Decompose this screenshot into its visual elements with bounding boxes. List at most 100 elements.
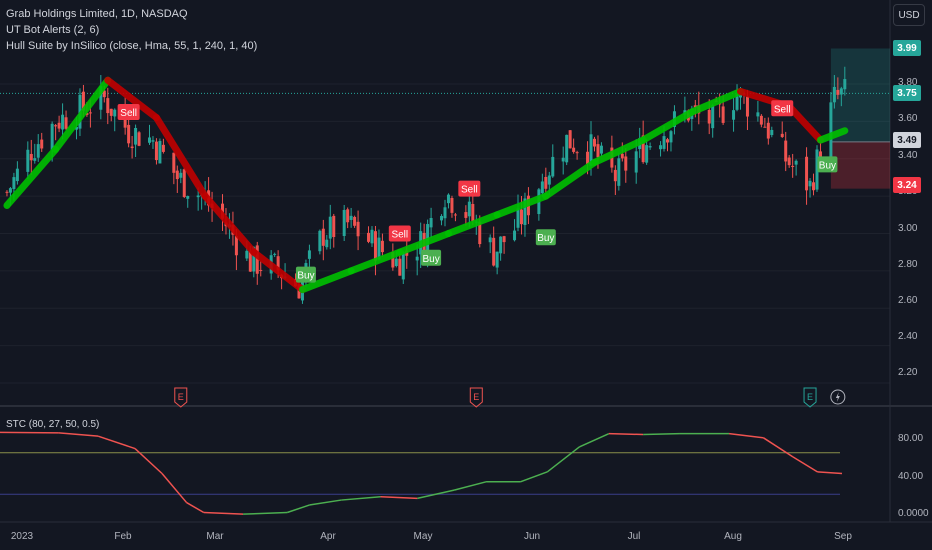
hull-segment	[152, 114, 209, 200]
candle-body	[109, 108, 113, 116]
ut-bot-legend[interactable]: UT Bot Alerts (2, 6)	[6, 24, 100, 36]
candle	[109, 108, 113, 122]
currency-button[interactable]: USD	[893, 4, 925, 26]
candle-body	[756, 112, 760, 117]
time-label: Apr	[320, 531, 336, 542]
candle-body	[26, 149, 30, 172]
candle	[154, 138, 158, 165]
candle-body	[453, 214, 457, 216]
candle-body	[780, 133, 784, 137]
earnings-icon: E	[469, 387, 483, 408]
stc-segment	[341, 495, 381, 501]
candle	[64, 110, 68, 131]
candle-body	[325, 239, 329, 248]
candle-body	[592, 138, 596, 147]
candle-body	[519, 209, 523, 225]
candle	[367, 226, 371, 244]
candle-body	[380, 240, 384, 253]
signal-label: Sell	[774, 104, 791, 115]
candle-body	[645, 145, 649, 163]
stc-segment	[58, 432, 99, 437]
hull-segment	[639, 108, 696, 144]
signal-label: Buy	[297, 271, 314, 282]
candle-body	[770, 129, 774, 136]
signal-label: Buy	[819, 160, 836, 171]
candle-body	[186, 195, 190, 199]
hull-segment	[688, 87, 745, 116]
stc-legend[interactable]: STC (80, 27, 50, 0.5)	[6, 419, 100, 430]
earnings-icon: E	[174, 387, 188, 408]
candle-body	[429, 218, 433, 228]
candle-body	[589, 134, 593, 166]
candle	[356, 210, 360, 251]
stc-segment	[203, 511, 244, 515]
candle-body	[540, 181, 544, 194]
candle	[33, 143, 37, 164]
signal-badge	[458, 180, 481, 197]
candle-body	[321, 228, 325, 246]
candle	[575, 150, 579, 160]
candle	[346, 207, 350, 229]
stc-segment	[417, 489, 455, 500]
time-label: Feb	[114, 531, 132, 542]
candle-body	[551, 156, 555, 177]
candle-body	[356, 221, 360, 237]
candle-body	[81, 91, 85, 111]
hull-segment	[590, 136, 647, 166]
candle	[624, 148, 628, 183]
candle-body	[33, 158, 37, 161]
candle-body	[502, 236, 506, 243]
candle	[5, 190, 9, 197]
candle-body	[516, 208, 520, 228]
candle	[645, 139, 649, 165]
candle-body	[572, 147, 576, 152]
time-label: 2023	[10, 531, 34, 542]
candle-body	[158, 140, 162, 164]
candle-body	[464, 212, 468, 218]
candle-body	[134, 127, 138, 145]
candle	[787, 155, 791, 168]
hull-segment	[52, 76, 112, 153]
candle-body	[151, 140, 155, 142]
price-tick: 2.60	[898, 295, 918, 306]
candle	[513, 219, 517, 242]
candle	[130, 135, 134, 159]
symbol-legend[interactable]: Grab Holdings Limited, 1D, NASDAQ	[6, 8, 188, 20]
hull-segment	[104, 76, 160, 122]
price-tick: 3.60	[898, 113, 918, 124]
sell-signal: Sell	[771, 100, 794, 117]
earnings-marker-letter: E	[178, 392, 184, 402]
price-tick: 2.40	[898, 331, 918, 342]
candle-body	[808, 180, 812, 187]
stc-tick: 0.0000	[898, 508, 929, 519]
candle-body	[666, 139, 669, 143]
candle	[172, 152, 176, 185]
candle	[342, 204, 346, 242]
stc-segment	[186, 501, 205, 514]
entry-price-tag: 3.49	[893, 132, 921, 148]
candle-body	[179, 172, 183, 178]
hull-suite-legend[interactable]: Hull Suite by InSilico (close, Hma, 55, …	[6, 40, 258, 52]
candle	[843, 66, 847, 96]
candle-body	[394, 258, 398, 267]
candle-body	[276, 256, 280, 271]
candle-body	[234, 235, 238, 256]
candle	[492, 226, 496, 267]
candle	[453, 212, 457, 222]
hull-segment	[785, 102, 824, 144]
candle	[523, 192, 527, 237]
stc-segment	[97, 435, 136, 450]
earnings-marker-letter: E	[807, 392, 813, 402]
stc-tick: 40.00	[898, 471, 924, 482]
candle-body	[620, 153, 624, 159]
candle	[99, 75, 103, 120]
hull-segment	[396, 230, 452, 256]
candle	[770, 126, 774, 138]
candle-body	[669, 131, 673, 143]
candle-body	[252, 246, 256, 272]
candle-body	[544, 176, 548, 189]
candle	[182, 168, 186, 199]
candle-body	[106, 98, 110, 114]
candle	[756, 100, 760, 122]
